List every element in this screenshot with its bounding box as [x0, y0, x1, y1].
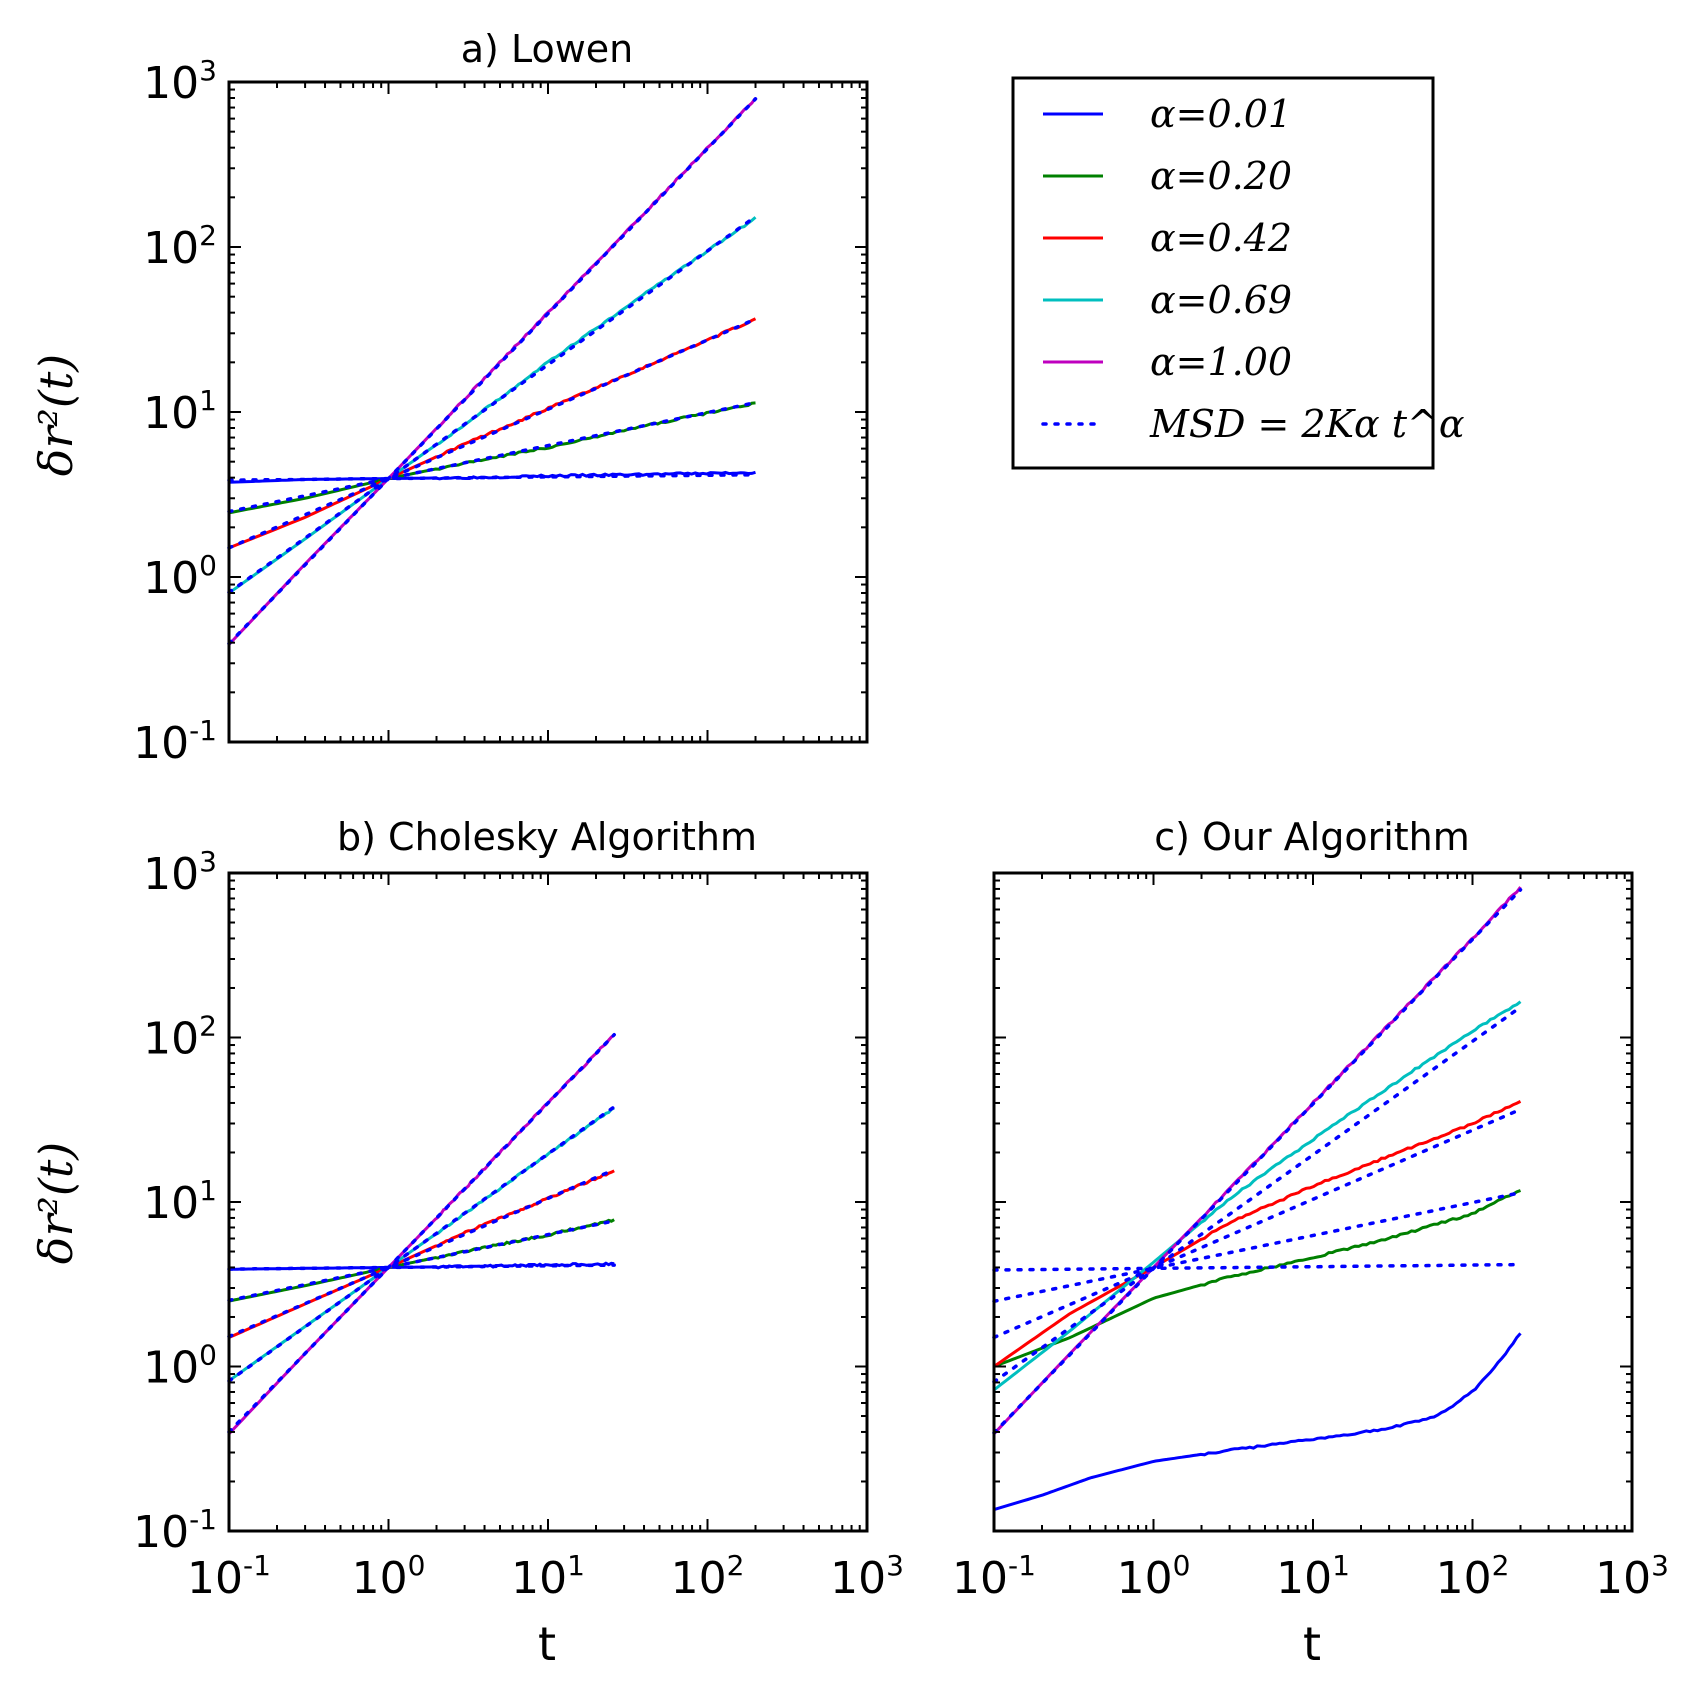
- x-tick-label: 101: [511, 1549, 585, 1604]
- legend: α=0.01 α=0.20 α=0.42 α=0.69 α=1.00 MSD = 2Kα …: [1011, 76, 1464, 470]
- y-tick-label: 103: [143, 845, 217, 900]
- y-axis-label: δr²(t): [29, 354, 83, 477]
- panel-title: b) Cholesky Algorithm: [337, 815, 757, 859]
- legend-label: α=0.01: [1150, 92, 1292, 136]
- series-line-α=1.00: [992, 886, 1522, 1435]
- y-tick-label: 101: [143, 1174, 217, 1229]
- fit-line-alpha-0.01: [227, 1263, 616, 1271]
- panel-a-lowen: a) Lowen δr²(t) 10-1 100 101 102 103: [29, 27, 869, 769]
- fit-line-alpha-0.42: [227, 317, 758, 550]
- y-tick-label: 102: [143, 1010, 217, 1065]
- x-tick-label: 102: [671, 1549, 745, 1604]
- x-tick-label: 103: [830, 1549, 904, 1604]
- legend-label: α=0.20: [1150, 154, 1292, 198]
- y-tick-label: 10-1: [133, 1503, 217, 1558]
- x-tick-label: 10-1: [187, 1549, 271, 1604]
- y-tick-label: 10-1: [133, 714, 217, 769]
- x-axis-label: t: [538, 1617, 556, 1671]
- panel-title: c) Our Algorithm: [1154, 815, 1470, 859]
- fit-line-alpha-0.42: [992, 1107, 1523, 1340]
- y-tick-label: 101: [143, 384, 217, 439]
- series-line-α=0.20: [993, 1189, 1522, 1368]
- x-tick-label: 101: [1276, 1549, 1350, 1604]
- y-tick-label: 103: [143, 54, 217, 109]
- series-line-α=0.69: [228, 1106, 615, 1382]
- y-tick-label: 102: [143, 219, 217, 274]
- series-line-α=0.01: [993, 1332, 1522, 1512]
- fit-line-alpha-0.2: [227, 1219, 616, 1303]
- fit-line-alpha-0.69: [992, 1005, 1523, 1384]
- fit-line-alpha-0.01: [992, 1262, 1523, 1272]
- fit-line-alpha-0.01: [227, 473, 758, 482]
- panel-b-cholesky: b) Cholesky Algorithm δr²(t) t 10-1 100 10…: [29, 815, 904, 1671]
- x-tick-label: 102: [1436, 1549, 1510, 1604]
- legend-frame: [1011, 76, 1435, 470]
- fit-line-alpha-0.2: [992, 1190, 1523, 1304]
- panel-c-our-algorithm: c) Our Algorithm t 10-1 100 101 102 103: [952, 815, 1669, 1671]
- legend-label: MSD = 2Kα t^α: [1149, 402, 1464, 446]
- fit-line-alpha-0.69: [227, 214, 758, 595]
- axes-frame: [992, 871, 1634, 1533]
- axes-frame: [227, 871, 869, 1533]
- legend-label: α=0.69: [1150, 278, 1292, 322]
- series-line-α=1.00: [227, 97, 757, 646]
- y-tick-label: 100: [143, 549, 217, 604]
- fit-line-alpha-0.42: [227, 1167, 616, 1339]
- axes-frame: [227, 80, 869, 744]
- legend-label: α=1.00: [1150, 340, 1292, 384]
- y-axis-label: δr²(t): [29, 1142, 83, 1265]
- x-tick-label: 100: [1117, 1549, 1191, 1604]
- panel-title: a) Lowen: [461, 27, 633, 71]
- x-tick-label: 100: [352, 1549, 426, 1604]
- fit-line-alpha-1: [227, 1032, 616, 1434]
- series-line-α=0.42: [993, 1100, 1522, 1368]
- x-axis-label: t: [1303, 1617, 1321, 1671]
- x-tick-label: 103: [1595, 1549, 1669, 1604]
- legend-label: α=0.42: [1150, 216, 1292, 260]
- y-tick-label: 100: [143, 1339, 217, 1394]
- x-tick-label: 10-1: [952, 1549, 1036, 1604]
- fit-line-alpha-0.2: [227, 400, 758, 514]
- series-line-α=0.69: [993, 1000, 1522, 1392]
